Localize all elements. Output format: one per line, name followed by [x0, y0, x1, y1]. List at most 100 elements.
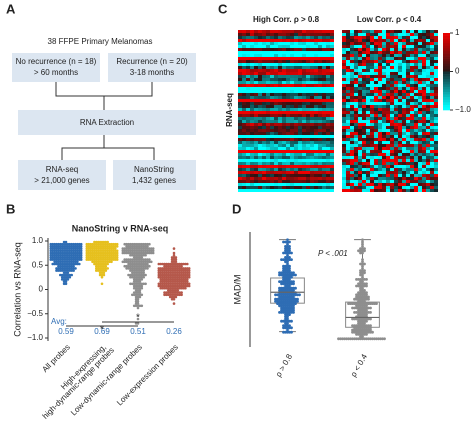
heatmap-cell [394, 156, 398, 159]
colorbar-cell [443, 71, 450, 75]
heatmap-cell [394, 183, 398, 186]
swarm-dot [167, 262, 170, 266]
heatmap-cell [362, 99, 366, 102]
heatmap-cell [422, 60, 426, 63]
heatmap-cell [386, 135, 390, 138]
heatmap-cell [366, 153, 370, 156]
heatmap-cell [242, 87, 246, 90]
swarm-dot [282, 295, 285, 299]
heatmap-cell [326, 72, 330, 75]
swarm-dot [100, 247, 104, 250]
heatmap-cell [358, 96, 362, 99]
swarm-dot [351, 317, 354, 321]
swarm-dot [168, 284, 172, 288]
heatmap-cell [286, 189, 290, 192]
flow-box [113, 160, 196, 190]
heatmap-cell [282, 147, 286, 150]
heatmap-cell [266, 168, 270, 171]
heatmap-cell [274, 123, 278, 126]
heatmap-cell [354, 36, 358, 39]
swarm-dot [357, 278, 360, 281]
heatmap-cell [314, 126, 318, 129]
heatmap-cell [254, 126, 258, 129]
heatmap-cell [390, 63, 394, 66]
swarm-dot [100, 273, 104, 277]
heatmap-cell [278, 81, 282, 84]
swarm-dot [163, 267, 166, 270]
heatmap-cell [350, 39, 354, 42]
heatmap-cell [350, 57, 354, 60]
swarm-dot [282, 326, 285, 330]
heatmap-cell [366, 84, 370, 87]
swarm-dot [367, 295, 370, 299]
heatmap-cell [306, 84, 310, 87]
swarm-dot [74, 260, 77, 264]
swarm-dot [359, 302, 362, 305]
heatmap-cell [346, 105, 350, 108]
swarm-dot [284, 286, 287, 290]
swarm-dot [127, 251, 130, 255]
heatmap-cell [314, 141, 318, 144]
heatmap-cell [270, 162, 274, 165]
swarm-dot [292, 282, 295, 286]
swarm-dot [357, 249, 360, 253]
swarm-dot [68, 249, 72, 253]
heatmap-cell [282, 78, 286, 81]
heatmap-cell [298, 33, 302, 36]
swarm-dot [363, 284, 366, 288]
swarm-dot [369, 311, 372, 314]
heatmap-cell [274, 147, 278, 150]
heatmap-cell [322, 42, 326, 45]
heatmap-cell [318, 51, 322, 54]
heatmap-cell [270, 93, 274, 96]
heatmap-cell [306, 120, 310, 123]
swarm-dot [288, 300, 291, 303]
heatmap-cell [362, 96, 366, 99]
heatmap-cell [398, 81, 402, 84]
heatmap-cell [262, 141, 266, 144]
swarm-dot [347, 337, 350, 341]
heatmap-cell [378, 42, 382, 45]
heatmap-cell [382, 45, 386, 48]
heatmap-cell [262, 72, 266, 75]
heatmap-cell [406, 171, 410, 174]
heatmap-cell [382, 186, 386, 189]
heatmap-cell [310, 111, 314, 114]
swarm-dot [284, 300, 287, 303]
swarm-dot [142, 251, 145, 255]
swarm-dot [288, 297, 291, 301]
heatmap-cell [238, 141, 242, 144]
swarm-dot [355, 333, 358, 336]
swarm-dot [282, 308, 285, 312]
swarm-dot [78, 251, 81, 255]
heatmap-cell [270, 120, 274, 123]
swarm-dot [68, 260, 72, 264]
heatmap-cell [342, 153, 346, 156]
heatmap-cell [426, 162, 430, 165]
swarm-dot [161, 267, 164, 270]
heatmap-cell [250, 171, 254, 174]
heatmap-cell [418, 141, 422, 144]
heatmap-cell [354, 93, 358, 96]
swarm-dot [163, 280, 166, 283]
heatmap-cell [270, 147, 274, 150]
swarm-dot [274, 300, 277, 303]
heatmap-cell [278, 126, 282, 129]
swarm-dot [95, 264, 98, 268]
heatmap-cell [310, 132, 314, 135]
heatmap-cell [314, 186, 318, 189]
swarm-dot [357, 319, 360, 323]
heatmap-cell [310, 117, 314, 120]
swarm-dot [170, 295, 174, 299]
heatmap-cell [238, 132, 242, 135]
heatmap-cell [294, 147, 298, 150]
heatmap-cell [326, 66, 330, 69]
swarm-dot [64, 269, 68, 272]
heatmaps: 10−1.0 [238, 28, 471, 192]
heatmap-cell [366, 165, 370, 168]
heatmap-cell [322, 132, 326, 135]
heatmap-cell [374, 114, 378, 117]
heatmap-cell [390, 162, 394, 165]
heatmap-cell [318, 135, 322, 138]
heatmap-cell [298, 96, 302, 99]
